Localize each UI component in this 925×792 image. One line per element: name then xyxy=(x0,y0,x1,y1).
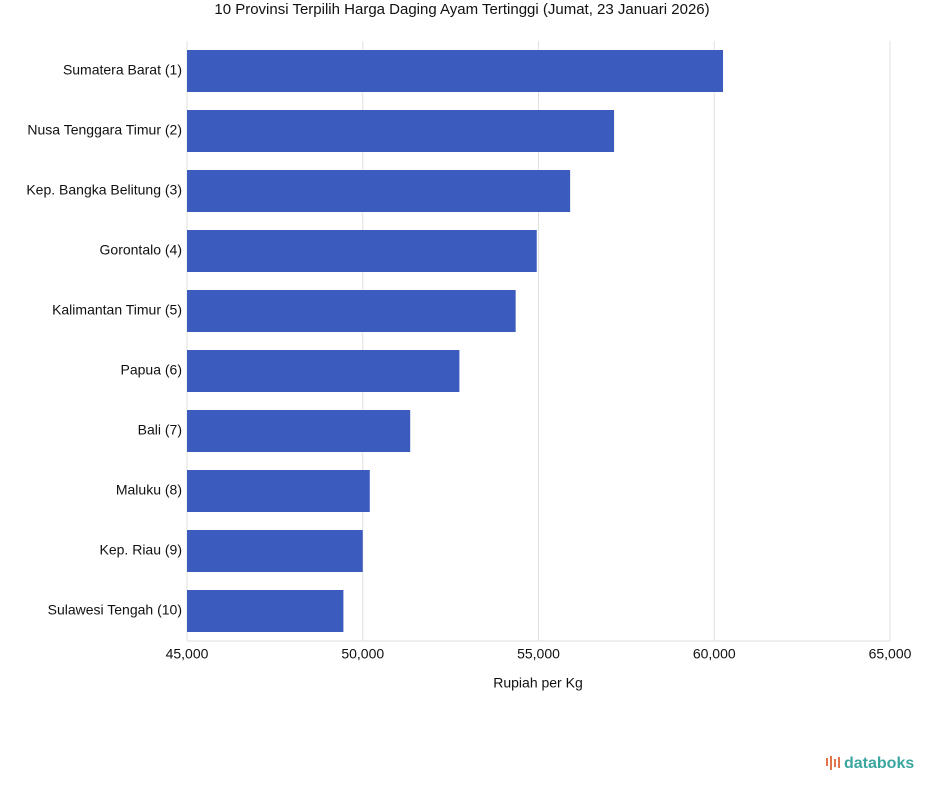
bar xyxy=(187,350,460,392)
x-tick-label: 60,000 xyxy=(693,646,736,662)
y-tick-label: Sumatera Barat (1) xyxy=(63,62,182,78)
bar xyxy=(187,590,344,632)
chart-title: 10 Provinsi Terpilih Harga Daging Ayam T… xyxy=(214,1,709,18)
x-tick-label: 50,000 xyxy=(341,646,384,662)
bar xyxy=(187,290,516,332)
y-tick-label: Bali (7) xyxy=(138,422,182,438)
y-tick-label: Papua (6) xyxy=(121,362,182,378)
y-tick-label: Kalimantan Timur (5) xyxy=(52,302,182,318)
x-tick-label: 65,000 xyxy=(869,646,912,662)
y-tick-label: Maluku (8) xyxy=(116,482,182,498)
x-axis-label: Rupiah per Kg xyxy=(493,675,583,691)
x-tick-label: 55,000 xyxy=(517,646,560,662)
bar xyxy=(187,110,615,152)
bar xyxy=(187,470,370,512)
bar xyxy=(187,170,571,212)
watermark: databoks xyxy=(844,755,914,772)
y-tick-label: Gorontalo (4) xyxy=(100,242,182,258)
y-tick-label: Kep. Bangka Belitung (3) xyxy=(26,182,182,198)
x-tick-label: 45,000 xyxy=(166,646,209,662)
bar xyxy=(187,50,724,92)
y-tick-label: Nusa Tenggara Timur (2) xyxy=(27,122,182,138)
y-tick-label: Kep. Riau (9) xyxy=(100,542,182,558)
y-tick-label: Sulawesi Tengah (10) xyxy=(48,602,182,618)
bar xyxy=(187,410,411,452)
bar xyxy=(187,230,537,272)
logo-icon xyxy=(826,756,840,770)
bar xyxy=(187,530,363,572)
